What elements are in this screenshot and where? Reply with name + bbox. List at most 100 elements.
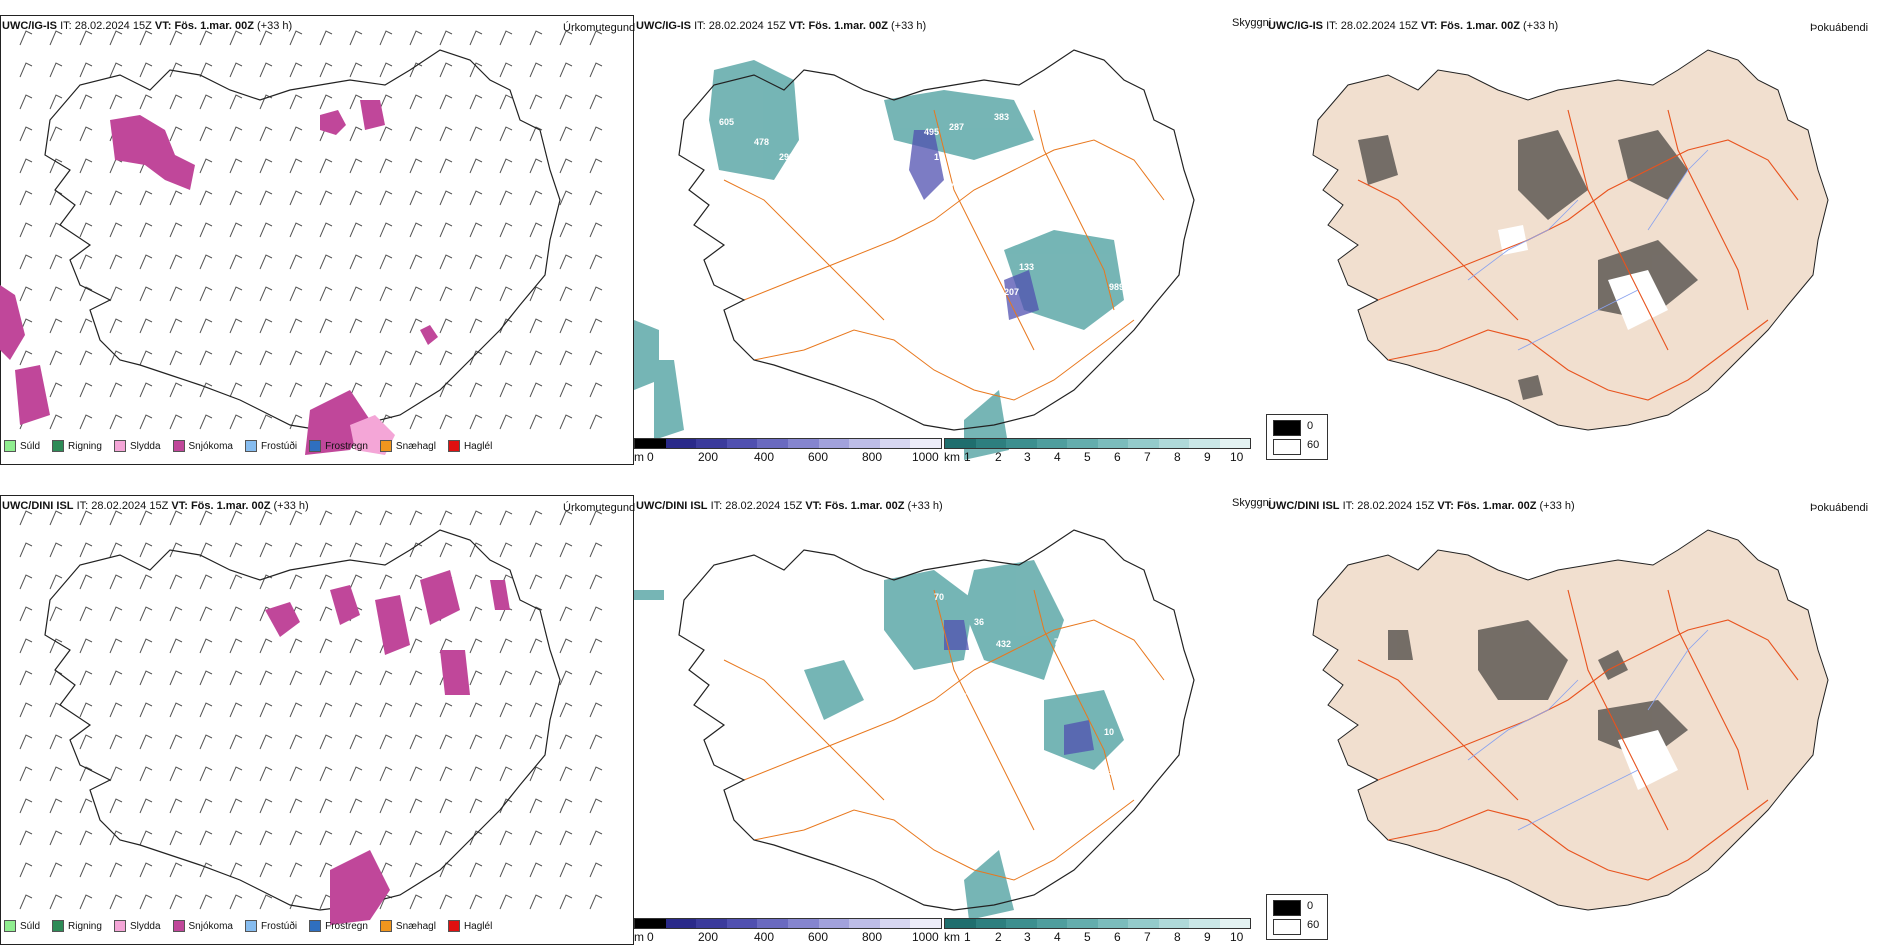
- wind-barb: [499, 126, 513, 142]
- wind-barb: [169, 318, 183, 334]
- wind-barb: [409, 574, 423, 590]
- wind-barb: [439, 318, 453, 334]
- wind-barb: [439, 414, 453, 430]
- wind-barb: [169, 30, 183, 46]
- vt-value: Fös. 1.mar. 00Z: [174, 20, 254, 32]
- wind-barb: [559, 318, 573, 334]
- vt-label: VT:: [1420, 20, 1438, 32]
- wind-barb: [409, 734, 423, 750]
- it-value: 28.02.2024 15Z: [708, 20, 786, 32]
- wind-barb: [229, 94, 243, 110]
- visibility-tick: 10: [1230, 450, 1244, 464]
- wind-barb: [169, 702, 183, 718]
- vt-value: Fös. 1.mar. 00Z: [190, 500, 271, 512]
- wind-barb: [79, 30, 93, 46]
- legend-swatch: [4, 440, 16, 452]
- road-line: [723, 659, 885, 801]
- wind-barb: [49, 158, 63, 174]
- wind-barb: [559, 606, 573, 622]
- wind-barb: [439, 734, 453, 750]
- wind-barb: [439, 222, 453, 238]
- wind-barb: [409, 414, 423, 430]
- vt-label: VT:: [171, 500, 188, 512]
- wind-barb: [589, 222, 603, 238]
- wind-barb: [259, 670, 273, 686]
- wind-barb: [109, 30, 123, 46]
- fog-label-bottom: 60: [1307, 919, 1320, 931]
- wind-barb: [469, 734, 483, 750]
- wind-barb: [79, 190, 93, 206]
- cloud-value-label: 412: [784, 182, 799, 192]
- elevation-tick: 1000: [912, 450, 939, 464]
- wind-barb: [499, 94, 513, 110]
- wind-barb: [349, 286, 363, 302]
- wind-barb: [229, 222, 243, 238]
- wind-barb: [169, 734, 183, 750]
- wind-barb: [229, 542, 243, 558]
- elevation-color-step: [757, 919, 788, 928]
- wind-barb: [469, 222, 483, 238]
- product-name-fog-top: Þokuábendi: [1810, 22, 1869, 34]
- legend-item: Haglél: [447, 440, 492, 452]
- wind-barb: [319, 638, 333, 654]
- wind-barb: [349, 254, 363, 270]
- wind-barb: [19, 670, 33, 686]
- model-name: UWC/DINI ISL: [636, 500, 708, 512]
- wind-barb: [319, 382, 333, 398]
- wind-barb: [379, 126, 393, 142]
- wind-barb: [289, 670, 303, 686]
- fog-map-bottom: [1312, 529, 1829, 911]
- visibility-color-step: [1006, 919, 1037, 928]
- cloud-value-label: 17: [944, 182, 954, 192]
- wind-barb: [379, 62, 393, 78]
- wind-barb: [499, 510, 513, 526]
- wind-barb: [559, 126, 573, 142]
- wind-barb: [559, 286, 573, 302]
- wind-barb: [19, 62, 33, 78]
- wind-barb: [139, 798, 153, 814]
- visibility-color-step: [1067, 919, 1098, 928]
- wind-barb: [439, 382, 453, 398]
- wind-barb: [559, 94, 573, 110]
- wind-barb: [109, 702, 123, 718]
- wind-barb: [469, 670, 483, 686]
- wind-barb: [79, 862, 93, 878]
- road-line: [1567, 109, 1669, 351]
- wind-barb: [349, 382, 363, 398]
- legend-label: Snjókoma: [188, 440, 233, 452]
- wind-barb: [529, 126, 543, 142]
- wind-barb: [289, 382, 303, 398]
- wind-barb: [139, 862, 153, 878]
- wind-barb: [379, 766, 393, 782]
- legend-item: Frostúði: [244, 440, 297, 452]
- wind-barb: [79, 702, 93, 718]
- wind-barb: [49, 798, 63, 814]
- elevation-colorbar: [634, 918, 942, 929]
- wind-barb: [469, 702, 483, 718]
- wind-barb: [49, 30, 63, 46]
- wind-barb: [529, 414, 543, 430]
- wind-barb: [139, 94, 153, 110]
- wind-barb: [589, 510, 603, 526]
- wind-barb: [469, 254, 483, 270]
- wind-barb: [229, 318, 243, 334]
- cloud-value-label: 75: [1149, 622, 1159, 632]
- visibility-color-step: [1097, 439, 1128, 448]
- wind-barb: [199, 542, 213, 558]
- wind-barb: [109, 574, 123, 590]
- wind-barb: [49, 414, 63, 430]
- cloud-value-label: 185: [952, 692, 967, 702]
- vt-label: VT:: [154, 20, 172, 32]
- wind-barb: [199, 574, 213, 590]
- wind-barb: [139, 638, 153, 654]
- wind-barb: [109, 798, 123, 814]
- wind-barb: [349, 574, 363, 590]
- wind-barb: [259, 510, 273, 526]
- river-network: [1467, 149, 1709, 351]
- wind-barb: [529, 734, 543, 750]
- wind-barb: [289, 30, 303, 46]
- wind-barb: [289, 350, 303, 366]
- wind-barb: [229, 126, 243, 142]
- wind-barb: [289, 254, 303, 270]
